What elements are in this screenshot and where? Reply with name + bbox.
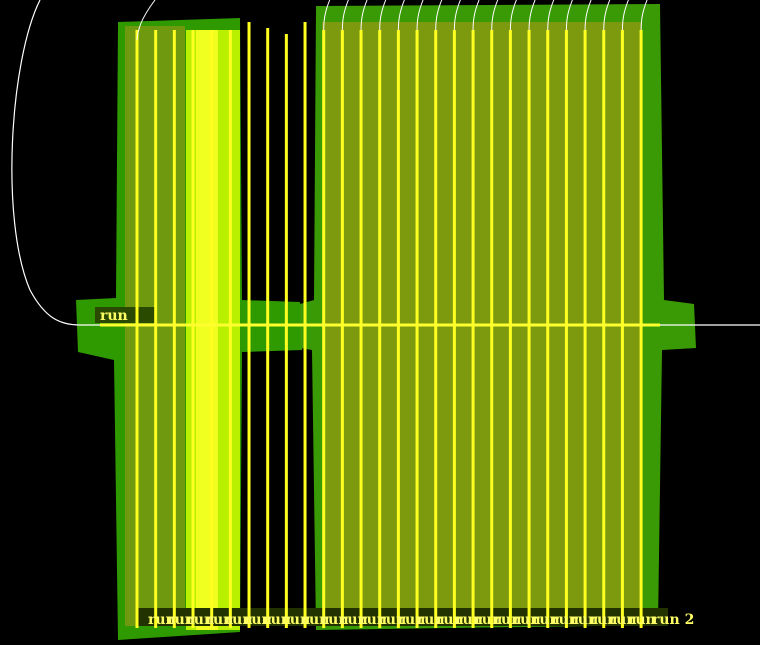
run-label: run [206,612,234,628]
turn-arc [640,0,648,31]
run-label: run [570,612,598,628]
run-label: run [340,612,368,628]
run-label: run [609,612,637,628]
run-label: run [359,612,387,628]
turn-arc [323,0,331,31]
run-label: run [100,308,128,324]
turn-arc [136,0,156,41]
run-label: run [513,612,541,628]
turn-arc [435,0,443,31]
run-label: run [321,612,349,628]
run-label: run [302,612,330,628]
turn-arc [472,0,480,31]
run-label: run [186,612,214,628]
turn-arc [360,0,368,31]
run-label: run [455,612,483,628]
run-label: run [282,612,310,628]
turn-arc [416,0,424,31]
label-bg [95,307,155,323]
turn-arc [528,0,536,31]
turn-arc [491,0,499,31]
run-label: run [225,612,253,628]
run-label: run [378,612,406,628]
run-label: run [532,612,560,628]
run-label: run [494,612,522,628]
turn-arc [565,0,573,31]
run-label: run [244,612,272,628]
run-label: run [148,612,176,628]
run-label: run [417,612,445,628]
run-label: run [398,612,426,628]
overlap-right [322,22,642,614]
run-label: run [167,612,195,628]
turn-arc [379,0,387,31]
turn-arc [603,0,611,31]
run-label: run [263,612,291,628]
turn-arc [453,0,461,31]
turn-arc [341,0,349,31]
turn-arc [547,0,555,31]
bottom-labels: runrunrunrunrunrunrunrunrunrunrunrunrunr… [148,612,656,628]
turn-arc [584,0,592,31]
turn-arc [509,0,517,31]
run-label: run [551,612,579,628]
run-label: run [590,612,618,628]
turn-arc [397,0,405,31]
label-strip [138,608,668,626]
run-label: run 2 [652,612,694,628]
vessel-track [11,0,760,326]
bright-core [196,30,218,630]
run-label: run [436,612,464,628]
run-label: run [474,612,502,628]
turn-arc [621,0,629,31]
run-label: run [628,612,656,628]
